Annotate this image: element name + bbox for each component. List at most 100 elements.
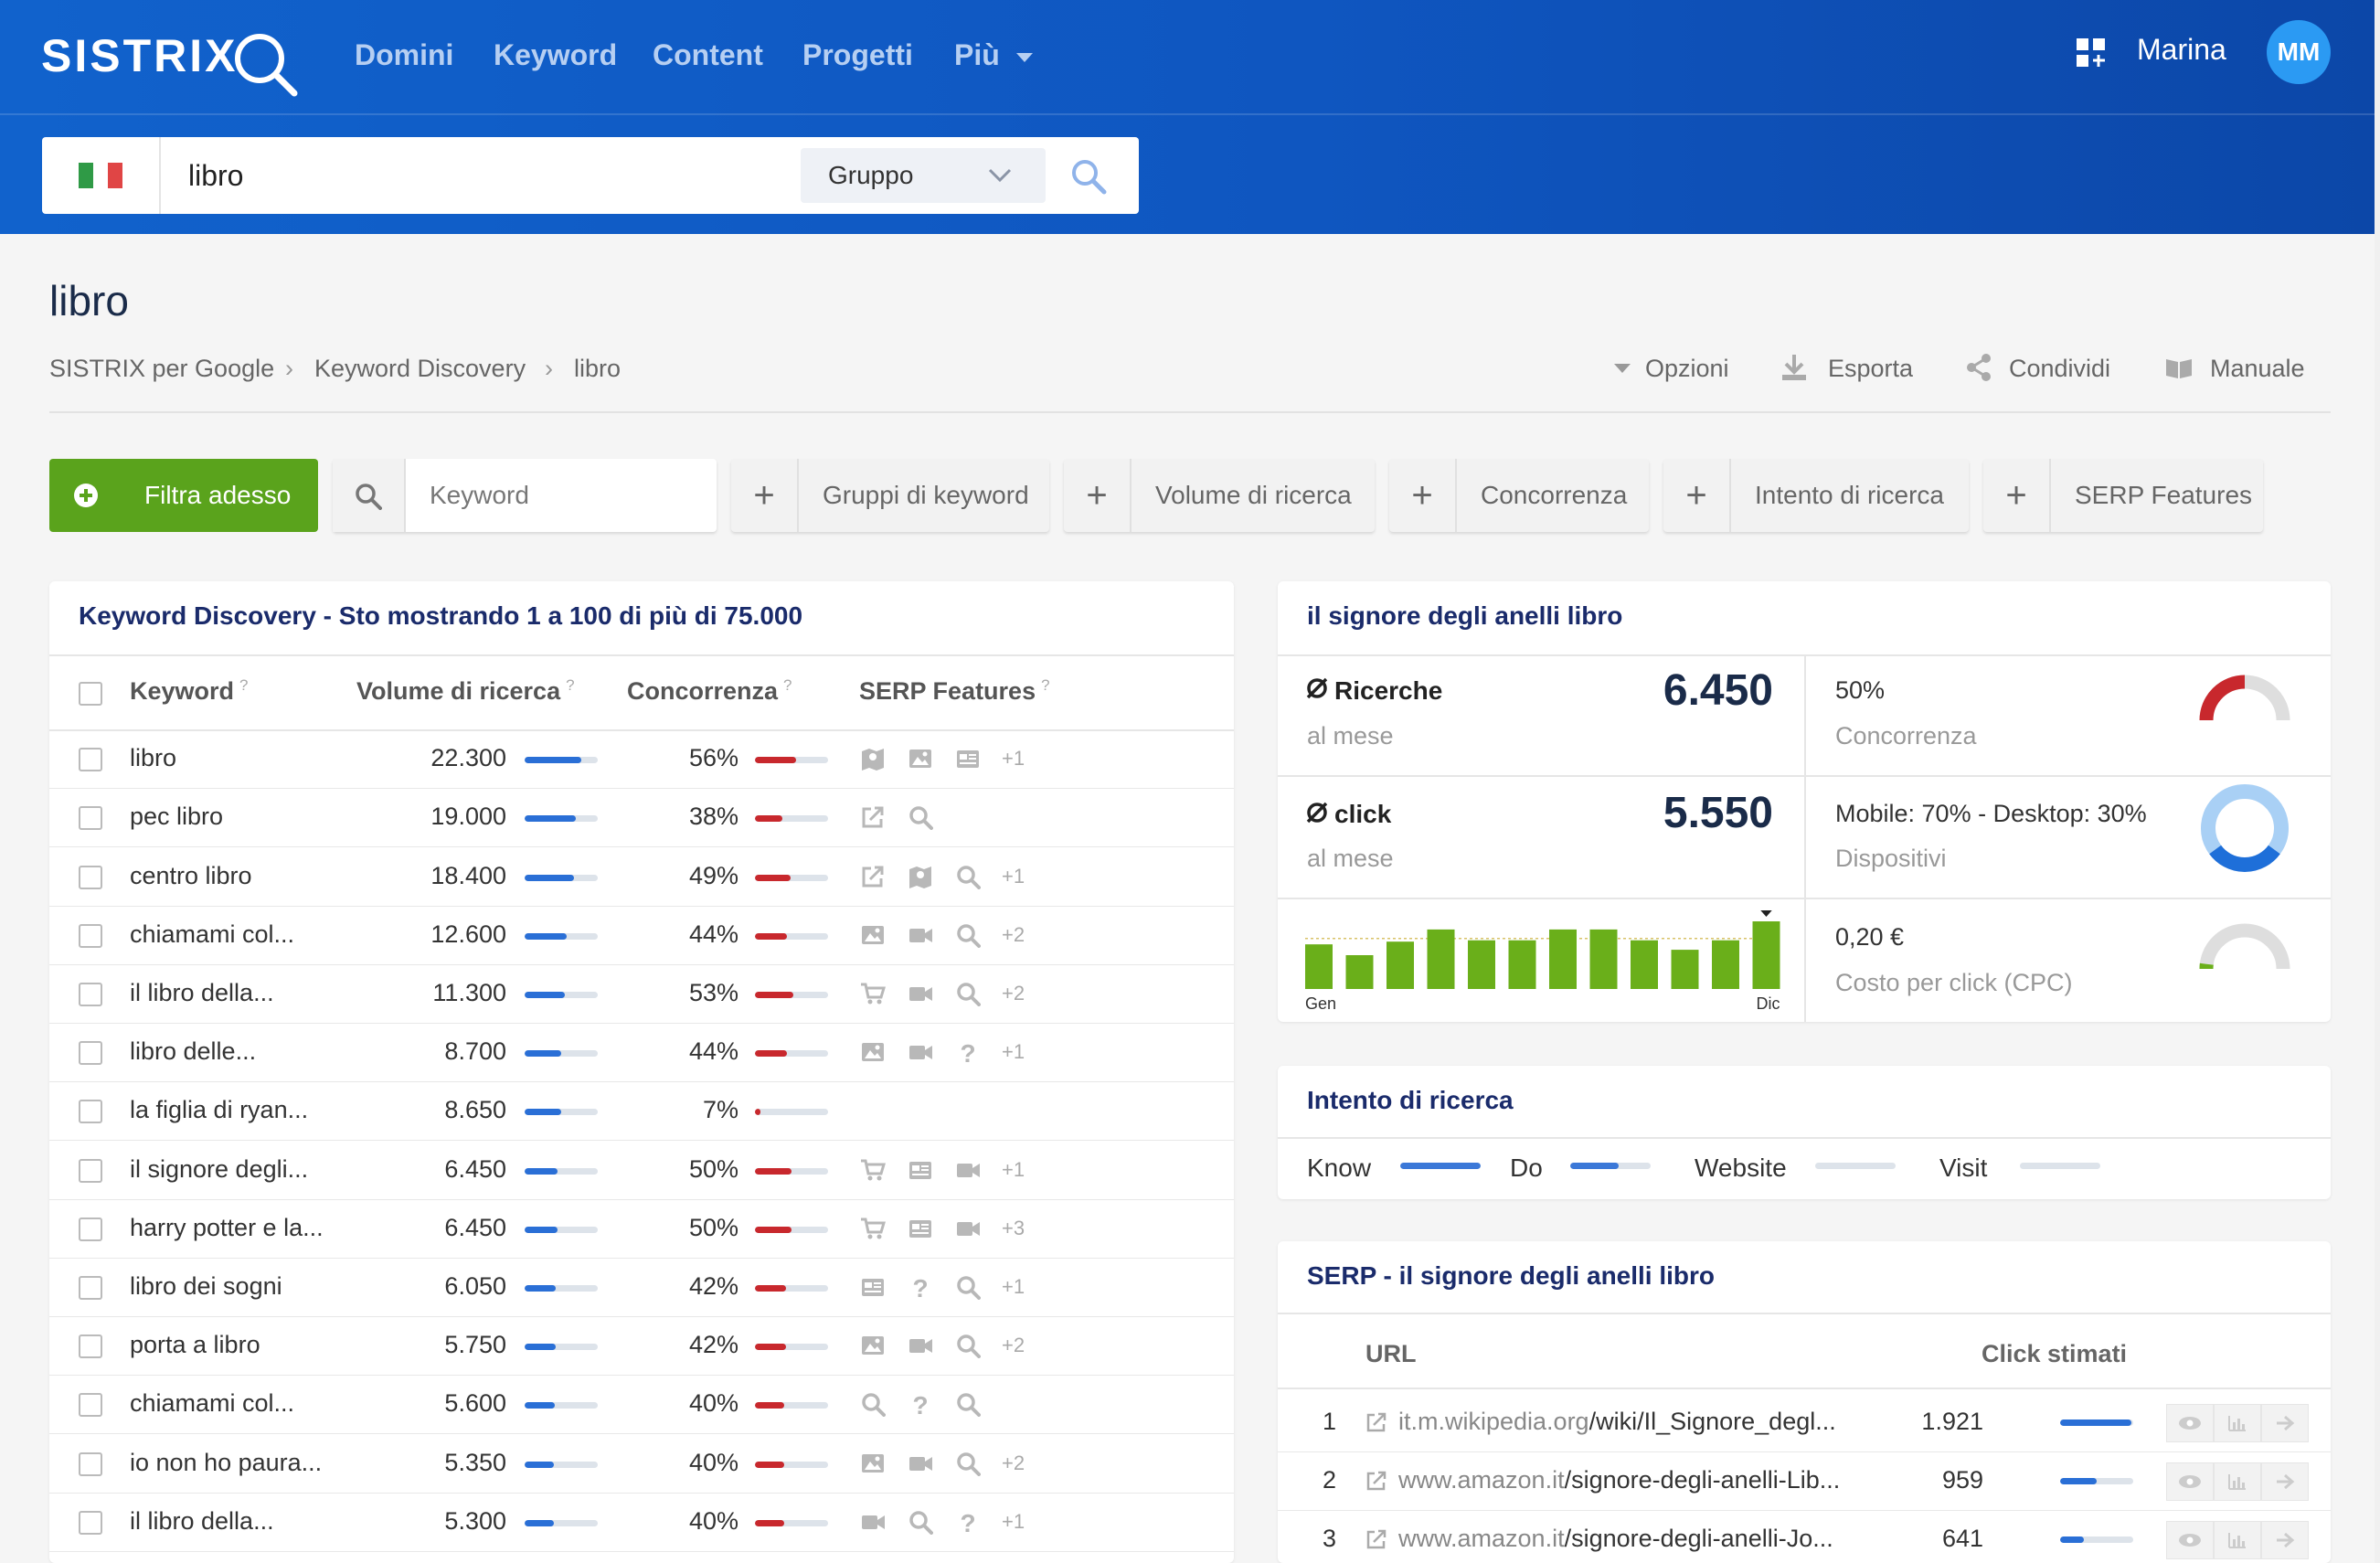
share-icon[interactable] <box>1965 353 1992 382</box>
question-icon[interactable]: ? <box>907 1390 934 1418</box>
col-competition[interactable]: Concorrenza? <box>627 676 792 705</box>
video-icon[interactable] <box>907 921 934 949</box>
breadcrumb-keyword-discovery[interactable]: Keyword Discovery <box>314 355 526 382</box>
serp-more-badge[interactable]: +3 <box>1002 1217 1025 1239</box>
search-icon[interactable] <box>859 1390 887 1418</box>
nav-piu[interactable]: Più <box>954 38 1000 71</box>
row-checkbox[interactable] <box>79 1159 102 1183</box>
external-link-icon[interactable] <box>1365 1411 1387 1433</box>
external-link-icon[interactable] <box>1365 1528 1387 1550</box>
keyword-link[interactable]: harry potter e la... <box>130 1214 324 1241</box>
filter-keyword-groups[interactable]: + Gruppi di keyword <box>731 459 1049 532</box>
map-icon[interactable] <box>859 745 887 772</box>
image-icon[interactable] <box>859 1332 887 1359</box>
serp-url-link[interactable]: www.amazon.it/signore-degli-anelli-Lib..… <box>1398 1466 1840 1494</box>
keyword-link[interactable]: libro delle... <box>130 1037 257 1065</box>
keyword-link[interactable]: pec libro <box>130 803 224 830</box>
image-icon[interactable] <box>859 1038 887 1066</box>
filter-competition[interactable]: + Concorrenza <box>1389 459 1649 532</box>
question-icon[interactable]: ? <box>907 1273 934 1301</box>
filter-search-volume[interactable]: + Volume di ricerca <box>1064 459 1375 532</box>
trend-bar[interactable] <box>1631 940 1658 989</box>
row-checkbox[interactable] <box>79 866 102 889</box>
question-icon[interactable]: ? <box>954 1038 982 1066</box>
row-checkbox[interactable] <box>79 1393 102 1417</box>
video-icon[interactable] <box>954 1215 982 1242</box>
trend-bar[interactable] <box>1671 950 1699 989</box>
row-checkbox[interactable] <box>79 983 102 1006</box>
col-keyword[interactable]: Keyword? <box>130 676 249 705</box>
video-icon[interactable] <box>954 1156 982 1184</box>
trend-bar[interactable] <box>1468 940 1495 989</box>
trend-bar[interactable] <box>1345 955 1374 989</box>
row-checkbox[interactable] <box>79 924 102 948</box>
row-checkbox[interactable] <box>79 1334 102 1358</box>
serp-more-badge[interactable]: +2 <box>1002 1334 1025 1356</box>
nav-domini[interactable]: Domini <box>355 38 454 71</box>
row-checkbox[interactable] <box>79 1276 102 1300</box>
search-icon[interactable] <box>954 980 982 1007</box>
search-icon[interactable] <box>954 1273 982 1301</box>
serp-url-link[interactable]: it.m.wikipedia.org/wiki/Il_Signore_degl.… <box>1398 1408 1836 1436</box>
keyword-link[interactable]: il signore degli... <box>130 1155 309 1183</box>
avatar[interactable]: MM <box>2267 20 2331 84</box>
video-icon[interactable] <box>907 1038 934 1066</box>
share-button[interactable]: Condividi <box>2009 355 2111 382</box>
select-all-checkbox[interactable] <box>79 682 102 706</box>
row-checkbox[interactable] <box>79 806 102 830</box>
serp-more-badge[interactable]: +1 <box>1002 1275 1025 1298</box>
eye-icon[interactable] <box>2166 1462 2214 1501</box>
help-icon[interactable]: ? <box>239 676 249 694</box>
news-icon[interactable] <box>907 1215 934 1242</box>
row-checkbox[interactable] <box>79 1217 102 1241</box>
trend-bar[interactable] <box>1752 921 1780 989</box>
search-icon[interactable] <box>954 1450 982 1477</box>
search-input[interactable]: libro <box>188 159 244 192</box>
chart-icon[interactable] <box>2214 1462 2261 1501</box>
trend-bar[interactable] <box>1387 941 1414 989</box>
trend-bar[interactable] <box>1589 929 1618 989</box>
external-link-icon[interactable] <box>859 803 887 831</box>
search-icon[interactable] <box>907 803 934 831</box>
serp-more-badge[interactable]: +1 <box>1002 1158 1025 1181</box>
news-icon[interactable] <box>954 745 982 772</box>
serp-more-badge[interactable]: +2 <box>1002 982 1025 1005</box>
trend-bar[interactable] <box>1305 944 1333 989</box>
serp-url-link[interactable]: www.amazon.it/signore-degli-anelli-Jo... <box>1398 1525 1833 1553</box>
breadcrumb-sistrix[interactable]: SISTRIX per Google <box>49 355 275 382</box>
serp-more-badge[interactable]: +1 <box>1002 1040 1025 1063</box>
row-checkbox[interactable] <box>79 1100 102 1123</box>
search-icon[interactable] <box>1069 157 1108 196</box>
news-icon[interactable] <box>907 1156 934 1184</box>
external-link-icon[interactable] <box>859 863 887 890</box>
external-link-icon[interactable] <box>1365 1470 1387 1492</box>
eye-icon[interactable] <box>2166 1521 2214 1559</box>
help-icon[interactable]: ? <box>783 676 792 694</box>
download-icon[interactable] <box>1780 353 1808 382</box>
keyword-link[interactable]: libro <box>130 744 177 771</box>
map-icon[interactable] <box>907 863 934 890</box>
nav-progetti[interactable]: Progetti <box>802 38 913 71</box>
serp-more-badge[interactable]: +1 <box>1002 1510 1025 1533</box>
arrow-right-icon[interactable] <box>2261 1462 2309 1501</box>
video-icon[interactable] <box>859 1508 887 1536</box>
export-button[interactable]: Esporta <box>1828 355 1914 382</box>
sistrix-logo[interactable]: SISTRIX <box>41 30 239 81</box>
image-icon[interactable] <box>907 745 934 772</box>
help-icon[interactable]: ? <box>1041 676 1050 694</box>
serp-more-badge[interactable]: +1 <box>1002 747 1025 770</box>
row-checkbox[interactable] <box>79 1041 102 1065</box>
row-checkbox[interactable] <box>79 1452 102 1476</box>
search-icon[interactable] <box>954 1332 982 1359</box>
serp-more-badge[interactable]: +2 <box>1002 923 1025 946</box>
keyword-link[interactable]: libro dei sogni <box>130 1272 282 1300</box>
col-serp-features[interactable]: SERP Features? <box>859 676 1050 705</box>
arrow-right-icon[interactable] <box>2261 1404 2309 1442</box>
keyword-link[interactable]: il libro della... <box>130 979 274 1006</box>
nav-keyword[interactable]: Keyword <box>494 38 618 71</box>
eye-icon[interactable] <box>2166 1404 2214 1442</box>
keyword-filter-input[interactable]: Keyword <box>333 459 717 532</box>
serp-more-badge[interactable]: +2 <box>1002 1451 1025 1474</box>
trend-bar[interactable] <box>1712 940 1739 989</box>
row-checkbox[interactable] <box>79 1511 102 1535</box>
